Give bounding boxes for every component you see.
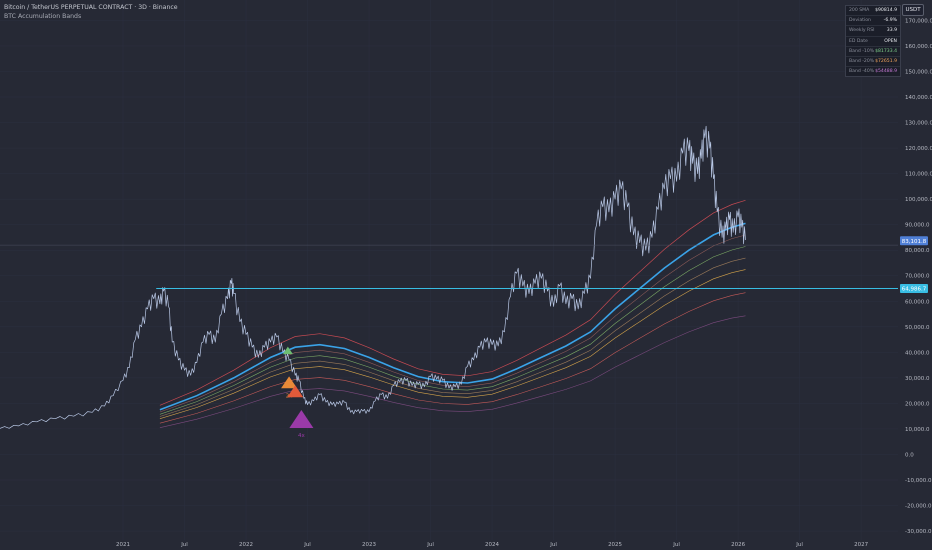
y-tick-label: 170,000.0 — [905, 18, 932, 24]
stats-label: Band -10% — [849, 48, 875, 54]
support-price-label-bg — [900, 284, 928, 294]
band-line — [159, 199, 746, 406]
signal-triangle-icon — [289, 410, 314, 428]
y-tick-label: 0.0 — [905, 452, 914, 458]
stats-row: Band -10% $81733.4 — [846, 47, 900, 57]
stats-value: $90814.9 — [875, 8, 897, 13]
y-tick-label: 70,000.0 — [905, 274, 930, 280]
x-tick-label: Jul — [549, 542, 557, 548]
x-tick-label: Jul — [795, 542, 803, 548]
stats-label: Weekly RSI — [849, 28, 875, 34]
x-tick-label: 2027 — [854, 542, 868, 548]
y-tick-label: 60,000.0 — [905, 299, 930, 305]
y-tick-label: 50,000.0 — [905, 325, 930, 331]
stats-label: 200 SMA — [849, 8, 870, 13]
x-tick-label: Jul — [426, 542, 434, 548]
signal-markers: 2x4x — [281, 346, 314, 439]
y-tick-label: 40,000.0 — [905, 350, 930, 356]
currency-button[interactable]: USDT — [902, 4, 924, 16]
y-tick-label: 130,000.0 — [905, 121, 932, 127]
y-tick-label: 10,000.0 — [905, 427, 930, 433]
x-tick-label: Jul — [672, 542, 680, 548]
x-tick-label: 2021 — [116, 542, 130, 548]
x-tick-label: 2023 — [362, 542, 376, 548]
y-tick-label: -30,000.0 — [905, 529, 932, 535]
price-series — [0, 125, 746, 429]
stats-label: ED Date — [849, 38, 868, 44]
stats-value: OPEN — [884, 38, 897, 44]
stats-label: Deviation — [849, 18, 871, 24]
signal-triangle-icon — [281, 376, 298, 389]
y-tick-label: 160,000.0 — [905, 44, 932, 50]
x-tick-label: 2024 — [485, 542, 499, 548]
chart-title: Bitcoin / TetherUS PERPETUAL CONTRACT · … — [4, 4, 178, 11]
price-line — [0, 125, 746, 429]
band-line — [159, 234, 746, 413]
y-tick-label: -20,000.0 — [905, 504, 932, 510]
signal-triangle-icon — [282, 346, 293, 355]
y-tick-label: 80,000.0 — [905, 248, 930, 254]
stats-value: $72651.9 — [875, 58, 897, 64]
x-tick-label: 2025 — [608, 542, 622, 548]
stats-row: Deviation -6.9% — [846, 16, 900, 27]
y-tick-label: 140,000.0 — [905, 95, 932, 101]
signal-triangle-icon — [287, 385, 304, 398]
stats-row: Band -20% $72651.9 — [846, 57, 900, 68]
x-tick-label: 2026 — [731, 542, 745, 548]
stats-table: 200 SMA $90814.9 Deviation -6.9% Weekly RSI 3… — [845, 5, 901, 78]
band-line — [159, 246, 746, 415]
stats-row: Weekly RSI 33.9 — [846, 26, 900, 37]
y-axis[interactable]: 170,000.0 160,000.0 150,000.0 140,000.0 130,… — [900, 18, 932, 535]
y-tick-label: 100,000.0 — [905, 197, 932, 203]
band-line — [159, 269, 746, 419]
stats-row: ED Date OPEN — [846, 37, 900, 47]
stats-value: $81733.4 — [875, 48, 897, 54]
y-tick-label: 20,000.0 — [905, 401, 930, 407]
horizontal-lines — [0, 244, 898, 290]
y-tick-label: 150,000.0 — [905, 69, 932, 75]
indicator-name: BTC Accumulation Bands — [4, 13, 82, 20]
stats-value: -6.9% — [883, 18, 897, 24]
stats-value: 33.9 — [886, 28, 897, 34]
band-line — [159, 222, 746, 411]
support-price-label: 64,986.7 — [902, 287, 927, 293]
last-price-label-bg — [900, 236, 928, 246]
stats-row: 200 SMA $90814.9 — [846, 6, 900, 17]
y-tick-label: 30,000.0 — [905, 376, 930, 382]
x-tick-label: 2022 — [239, 542, 253, 548]
stats-value: $54488.9 — [875, 69, 897, 75]
y-tick-label: 90,000.0 — [905, 223, 930, 229]
x-tick-label: Jul — [180, 542, 188, 548]
band-line — [159, 315, 746, 428]
signal-label: 4x — [298, 433, 305, 439]
x-axis[interactable]: 2021 Jul 2022 Jul 2023 Jul 2024 Jul 2025 Jul 2026 J… — [116, 542, 869, 548]
x-tick-label: Jul — [303, 542, 311, 548]
stats-row: Band -40% $54488.9 — [846, 67, 900, 76]
stats-label: Band -40% — [849, 69, 875, 75]
y-tick-label: -10,000.0 — [905, 478, 932, 484]
y-tick-label: 120,000.0 — [905, 146, 932, 152]
y-tick-label: 110,000.0 — [905, 172, 932, 178]
last-price-label: 83,101.8 — [902, 239, 927, 245]
accumulation-bands — [159, 199, 746, 428]
stats-label: Band -20% — [849, 58, 875, 64]
